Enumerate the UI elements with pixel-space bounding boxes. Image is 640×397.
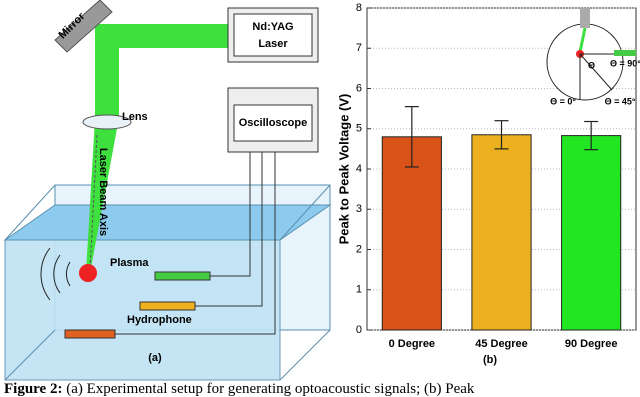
tank-edge [4,184,56,241]
caption-label: Figure 2: [4,381,62,397]
panel-label: (b) [483,354,497,366]
plasma [79,264,97,282]
bar [561,135,622,331]
cable [195,152,263,307]
x-tick-label: 45 Degree [475,338,528,350]
bars: 0 1 2 3 4 5 6 7 8 0 Degree 45 Degree 90 Degree [356,2,636,350]
cable [115,152,276,335]
y-tick-label: 2 [356,243,362,255]
wave [53,254,61,294]
y-tick-label: 3 [356,203,362,215]
oscilloscope-label: Oscilloscope [239,117,307,129]
lens [82,114,132,130]
hydrophone-label: Hydrophone [127,314,192,326]
y-tick-label: 5 [356,123,362,135]
mirror [54,0,113,53]
caption-text: (a) Experimental setup for generating op… [66,381,475,397]
wave [66,261,71,287]
laser-label: Laser [258,38,288,50]
panel-label: (a) [148,352,162,364]
tank-edge [279,184,331,241]
tank-edge [4,329,56,381]
inset-label: Θ = 45° [605,96,636,106]
laser-label: Nd:YAG [252,21,293,33]
inset-hydrophone [614,50,636,56]
error-bar [584,120,599,151]
beam-axis-label: Laser Beam Axis [97,148,109,236]
y-axis-label: Peak to Peak Voltage (V) [336,94,351,245]
hydrophone [139,301,196,311]
hydrophone [64,329,116,339]
y-tick-label: 4 [356,163,362,175]
error-bar [494,120,509,150]
inset: Θ Θ = 90° Θ = 45° Θ = 0° [546,8,640,106]
x-tick-label: 90 Degree [565,338,618,350]
plasma-label: Plasma [110,257,149,269]
x-tick-label: 0 Degree [389,338,435,350]
setup-diagram: Mirror Nd:YAG Laser Lens Laser Beam Axis… [3,0,332,381]
oscilloscope-box [233,104,313,142]
tank-edge [279,329,331,381]
inset-laser [580,8,590,28]
inset-line [579,53,613,91]
bar [381,136,442,331]
y-tick-label: 1 [356,284,362,296]
beam-axis [89,134,98,271]
inset-beam [578,27,587,53]
lens-label: Lens [122,111,148,123]
y-tick-label: 6 [356,82,362,94]
hydrophone [154,271,211,281]
inset-label: Θ = 90° [610,58,640,68]
water-surface [3,204,332,241]
cable [210,152,251,277]
caption: Figure 2: (a) Experimental setup for gen… [4,381,475,397]
y-tick-label: 0 [356,324,362,336]
inset-label: Θ = 0° [550,96,576,106]
laser-beam [95,40,119,118]
error-bar [404,106,419,168]
inset-label: Θ [588,60,595,70]
wave [40,247,51,301]
laser-beam [86,118,119,273]
laser-box [233,13,313,57]
bar [471,134,532,331]
y-tick-label: 8 [356,2,362,14]
y-tick-label: 7 [356,42,362,54]
